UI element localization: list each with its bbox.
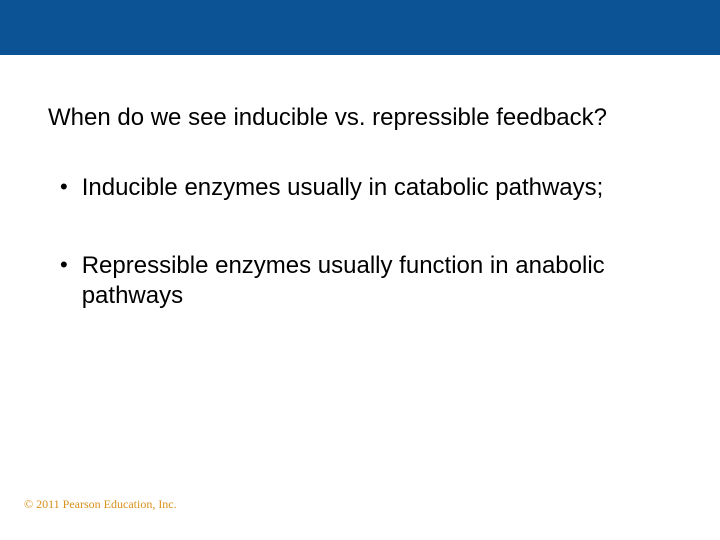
copyright-text: © 2011 Pearson Education, Inc.	[24, 497, 177, 512]
slide: When do we see inducible vs. repressible…	[0, 0, 720, 540]
bullet-list: • Inducible enzymes usually in catabolic…	[0, 133, 720, 311]
bullet-dot-icon: •	[60, 173, 68, 201]
header-bar	[0, 0, 720, 55]
bullet-dot-icon: •	[60, 251, 68, 279]
bullet-text: Repressible enzymes usually function in …	[82, 251, 672, 311]
list-item: • Repressible enzymes usually function i…	[60, 251, 672, 311]
slide-title: When do we see inducible vs. repressible…	[0, 55, 720, 133]
list-item: • Inducible enzymes usually in catabolic…	[60, 173, 672, 203]
bullet-text: Inducible enzymes usually in catabolic p…	[82, 173, 604, 203]
